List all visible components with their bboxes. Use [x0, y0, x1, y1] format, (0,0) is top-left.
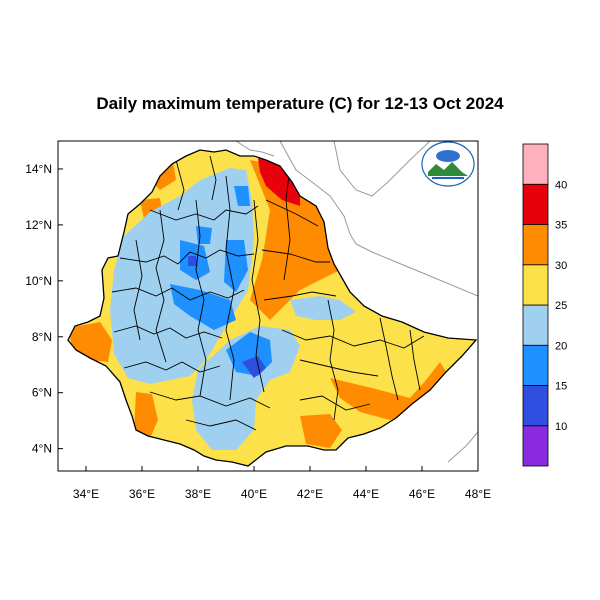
colorbar-bin	[522, 425, 549, 467]
colorbar-label: 20	[555, 340, 567, 352]
colorbar-bin	[522, 224, 549, 266]
colorbar-legend: 10 15 20 25 30 35 40	[522, 143, 567, 467]
plot-frame	[57, 140, 479, 472]
x-tick-label: 42°E	[297, 487, 323, 501]
colorbar-bin	[522, 344, 549, 386]
y-tick-label: 14°N	[25, 162, 52, 176]
x-tick-label: 36°E	[129, 487, 155, 501]
colorbar-label: 40	[555, 179, 567, 191]
colorbar-bin	[522, 183, 549, 225]
x-tick-label: 38°E	[185, 487, 211, 501]
country-border	[67, 149, 478, 467]
y-tick-label: 10°N	[25, 274, 52, 288]
colorbar-bin	[522, 143, 549, 185]
y-tick-label: 12°N	[25, 218, 52, 232]
y-tick-label: 6°N	[32, 386, 52, 400]
x-axis: 34°E 36°E 38°E 40°E 42°E 44°E 46°E 48°E	[73, 466, 491, 501]
meteorology-institute-logo-icon	[421, 141, 475, 187]
x-tick-label: 34°E	[73, 487, 99, 501]
x-tick-label: 48°E	[465, 487, 491, 501]
colorbar-bin	[522, 304, 549, 346]
neighbor-borders	[235, 141, 478, 463]
x-tick-label: 40°E	[241, 487, 267, 501]
colorbar-label: 10	[555, 421, 567, 433]
colorbar-label: 15	[555, 381, 567, 393]
map-title: Daily maximum temperature (C) for 12-13 …	[96, 94, 504, 113]
x-tick-label: 46°E	[409, 487, 435, 501]
colorbar-bin	[522, 385, 549, 427]
y-tick-label: 4°N	[32, 442, 52, 456]
colorbar-label: 35	[555, 220, 567, 232]
x-tick-label: 44°E	[353, 487, 379, 501]
colorbar-bin	[522, 264, 549, 306]
colorbar-label: 30	[555, 260, 567, 272]
y-axis: 14°N 12°N 10°N 8°N 6°N 4°N	[25, 162, 63, 456]
admin-boundaries	[111, 155, 425, 431]
colorbar-label: 25	[555, 300, 567, 312]
y-tick-label: 8°N	[32, 330, 52, 344]
temperature-field	[68, 150, 476, 466]
